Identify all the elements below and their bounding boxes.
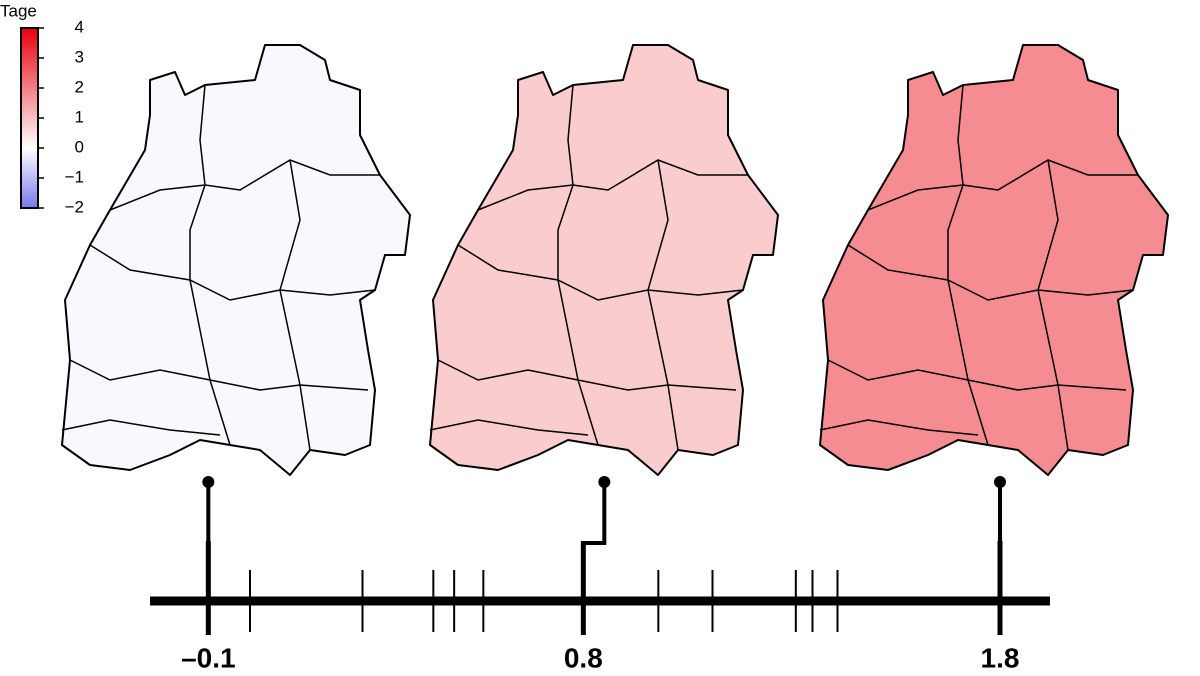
connector-dot (598, 476, 611, 488)
district-border (819, 419, 979, 436)
colorbar-tick-label: 4 (75, 17, 84, 36)
district-border (279, 159, 311, 451)
map (61, 44, 411, 476)
district-border (1037, 159, 1069, 451)
colorbar-tick-label: −2 (65, 197, 84, 216)
district-border (109, 159, 380, 211)
district-border (89, 244, 376, 301)
x-tick-label: 1.8 (981, 642, 1020, 673)
district-border (457, 244, 744, 301)
connector-dot (994, 476, 1006, 488)
district-border (189, 84, 231, 446)
connector (583, 482, 607, 545)
colorbar-tick-label: −1 (65, 167, 84, 186)
map (819, 44, 1169, 476)
colorbar-tick-label: 2 (75, 77, 84, 96)
district-border (647, 159, 679, 451)
connector-dot (202, 476, 215, 488)
x-tick-label: –0.1 (181, 642, 236, 673)
district-border (947, 84, 989, 446)
colorbar-title: Tage (0, 1, 37, 20)
district-border (867, 159, 1138, 211)
district-border (477, 159, 748, 211)
district-border (847, 244, 1134, 301)
colorbar-tick-label: 0 (75, 137, 84, 156)
map (429, 44, 779, 476)
colorbar-tick-label: 1 (75, 107, 84, 126)
colorbar (20, 27, 39, 209)
district-border (61, 419, 221, 436)
x-tick-label: 0.8 (564, 642, 603, 673)
colorbar-tick-label: 3 (75, 47, 84, 66)
district-border (557, 84, 599, 446)
district-border (429, 419, 589, 436)
